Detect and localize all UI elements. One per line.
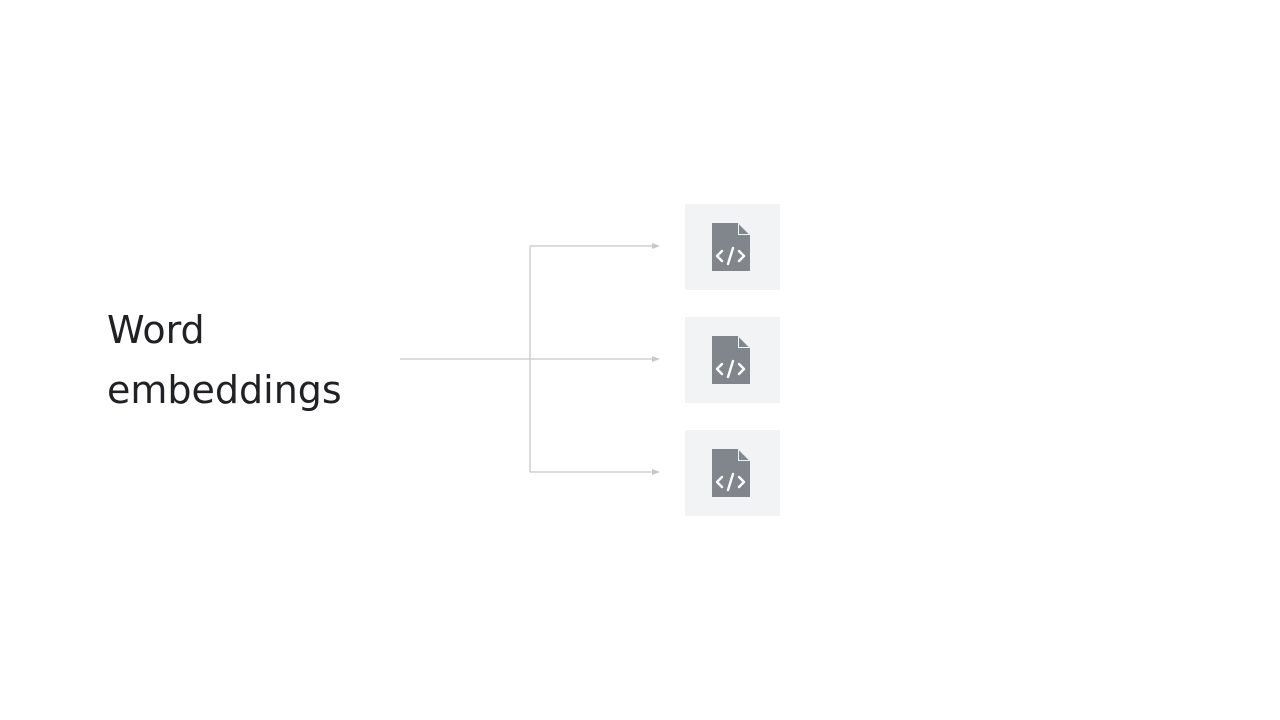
- title-line-2: embeddings: [107, 368, 342, 412]
- arrowhead-middle: [652, 356, 660, 362]
- output-tile-2: [685, 317, 780, 403]
- code-file-icon: [712, 336, 750, 384]
- code-file-icon: [712, 223, 750, 271]
- output-tile-3: [685, 430, 780, 516]
- code-file-icon: [712, 449, 750, 497]
- diagram-title: Word embeddings: [107, 300, 407, 420]
- output-tile-1: [685, 204, 780, 290]
- arrowhead-bottom: [652, 469, 660, 475]
- title-line-1: Word: [107, 308, 205, 352]
- arrowhead-top: [652, 243, 660, 249]
